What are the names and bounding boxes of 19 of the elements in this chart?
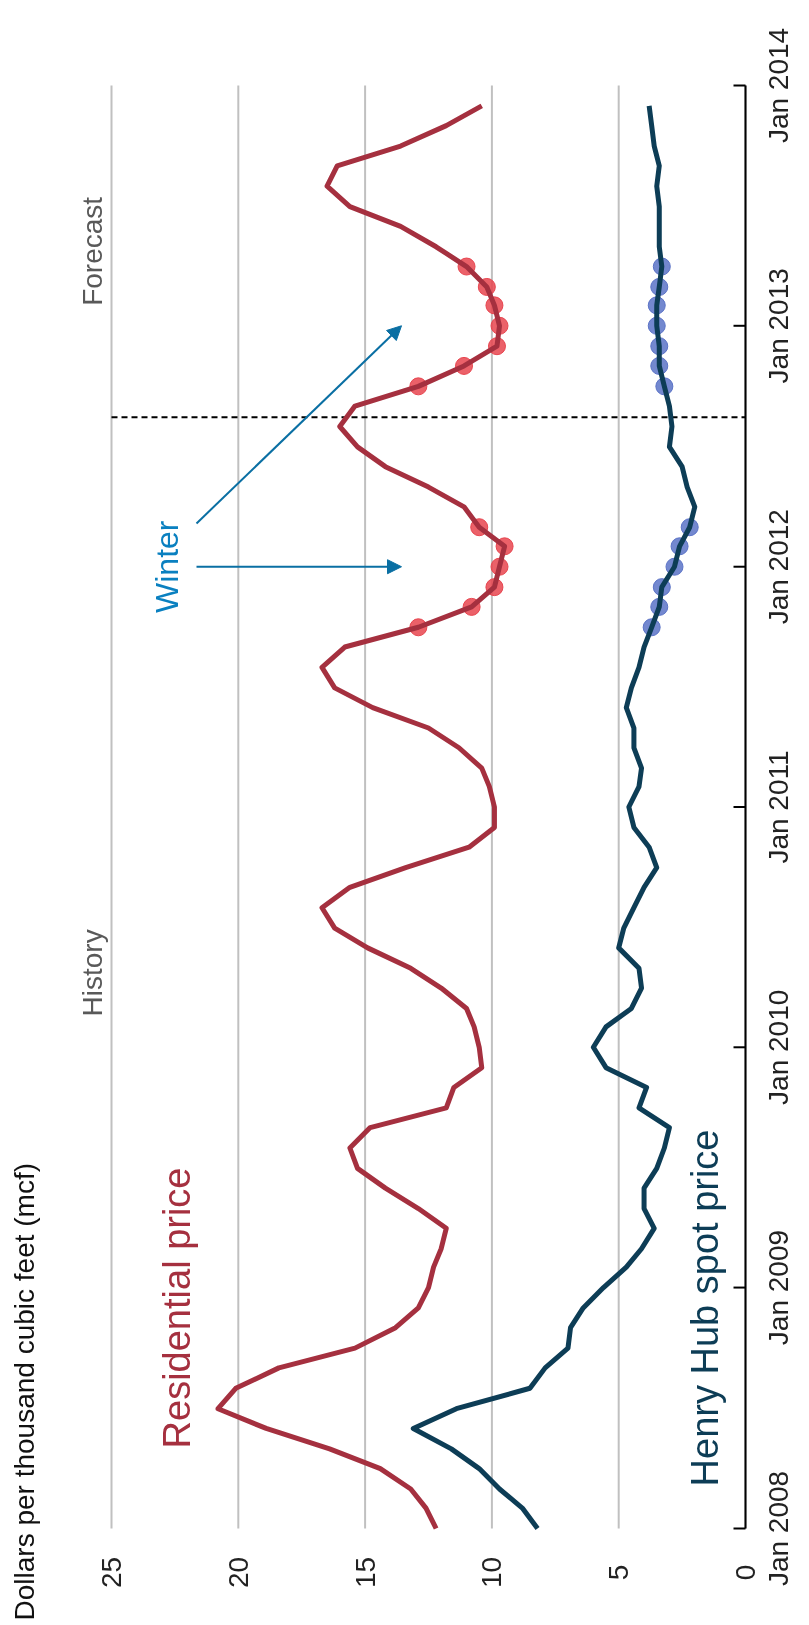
y-tick-label: Jan 2011 <box>763 750 794 864</box>
text: Henry Hub spot price <box>683 1129 726 1487</box>
text: Residential price <box>155 1167 198 1449</box>
x-tick-label: 5 <box>603 1564 635 1581</box>
y-tick-label: Jan 2013 <box>763 268 794 384</box>
text: History <box>77 929 108 1017</box>
y-tick-label: Jan 2012 <box>763 509 794 625</box>
y-tick-label: Jan 2014 <box>763 27 794 144</box>
x-tick-label: 10 <box>476 1556 508 1589</box>
x-tick-label: 0 <box>730 1564 761 1581</box>
y-tick-label: Jan 2009 <box>763 1229 794 1346</box>
x-tick-label: 15 <box>349 1556 381 1589</box>
text: Forecast <box>77 196 108 306</box>
x-tick-label: 20 <box>222 1556 254 1589</box>
annotation: Winter <box>148 520 185 613</box>
y-tick-label: Jan 2010 <box>763 989 794 1105</box>
y-axis-title: Dollars per thousand cubic feet (mcf) <box>9 1162 40 1621</box>
y-tick-label: Jan 2008 <box>763 1470 794 1587</box>
x-tick-label: 25 <box>96 1556 127 1589</box>
